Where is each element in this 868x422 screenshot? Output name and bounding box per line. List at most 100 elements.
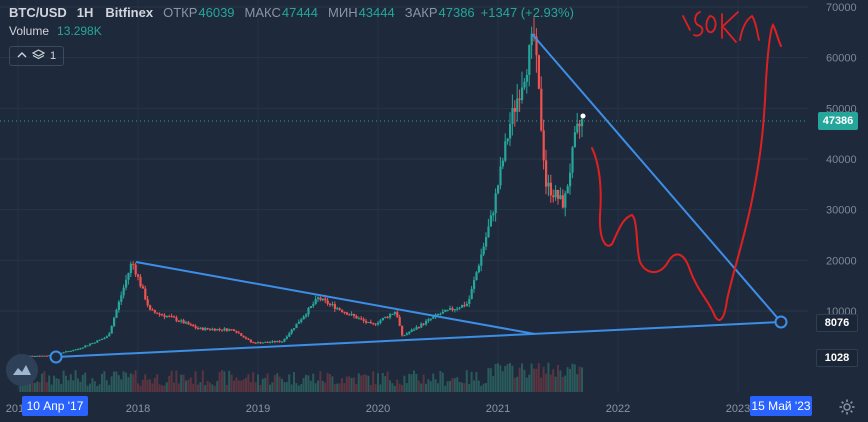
volume-bar xyxy=(264,378,267,392)
candle xyxy=(264,341,267,343)
volume-bar xyxy=(487,367,490,392)
volume-bar xyxy=(57,378,60,392)
candle xyxy=(269,341,272,344)
volume-bar xyxy=(465,370,468,392)
candle xyxy=(211,327,214,331)
candle xyxy=(355,314,358,319)
volume-bar xyxy=(173,382,175,392)
volume-bar xyxy=(182,374,185,392)
volume-bar xyxy=(72,380,75,392)
volume-bar xyxy=(26,382,29,392)
candle xyxy=(201,327,204,331)
candle xyxy=(581,115,584,138)
candle xyxy=(281,340,284,343)
tradingview-logo[interactable] xyxy=(6,354,38,386)
low-label: МИН xyxy=(328,4,358,20)
volume-bar xyxy=(158,384,161,392)
volume-bar xyxy=(413,370,415,392)
drawings[interactable] xyxy=(49,11,788,364)
candle xyxy=(446,309,449,312)
volume-bar xyxy=(444,385,447,392)
volume-bar xyxy=(345,376,348,392)
candle xyxy=(461,304,464,308)
candle xyxy=(357,316,360,320)
trendline-anchor-start[interactable] xyxy=(49,350,63,364)
volume-bar xyxy=(398,383,401,392)
candle xyxy=(278,340,281,343)
settings-gear-icon[interactable] xyxy=(838,398,856,416)
volume-bar xyxy=(134,370,137,392)
projection-scribble[interactable] xyxy=(591,23,782,322)
volume-bar xyxy=(151,383,154,392)
candle xyxy=(127,272,130,285)
volume-bar xyxy=(480,385,483,392)
candle xyxy=(38,355,41,357)
timeframe[interactable]: 1H xyxy=(76,4,94,20)
volume-bar xyxy=(381,372,384,392)
candle xyxy=(365,318,368,325)
candle xyxy=(513,100,516,127)
volume-bar xyxy=(245,377,247,392)
candle xyxy=(441,309,444,314)
volume-bar xyxy=(405,383,408,392)
volume-bar xyxy=(521,363,523,392)
volume-bar xyxy=(427,379,430,392)
candle xyxy=(93,342,96,344)
candle xyxy=(257,341,260,344)
candle xyxy=(492,210,495,222)
candle xyxy=(437,313,440,316)
peak-to-target-line[interactable] xyxy=(531,33,782,323)
volume-label[interactable]: Volume xyxy=(9,24,50,38)
candle xyxy=(547,174,550,197)
volume-bar xyxy=(74,370,77,392)
exchange-name: Bitfinex xyxy=(105,4,154,20)
symbol-name[interactable]: BTC/USD xyxy=(9,4,67,20)
y-tick-label: 20000 xyxy=(826,255,857,267)
time-scale[interactable]: 2017 2018 2019 2020 2021 2022 2023 xyxy=(0,392,868,422)
volume-bar xyxy=(379,384,382,392)
volume-bar xyxy=(276,373,279,392)
candle xyxy=(197,326,200,330)
candle xyxy=(96,340,99,343)
volume-value: 13.298K xyxy=(57,24,102,38)
studies-toggle-button[interactable]: 1 xyxy=(9,46,64,66)
volume-bar xyxy=(271,382,274,392)
candle xyxy=(74,349,77,351)
volume-bar xyxy=(55,378,58,392)
volume-bar xyxy=(163,385,166,392)
lower-trendline[interactable] xyxy=(55,321,782,358)
volume-bar xyxy=(288,374,291,392)
volume-bar xyxy=(165,382,168,392)
volume-bar xyxy=(415,373,418,392)
volume-bar xyxy=(576,374,579,392)
volume-bar xyxy=(393,385,396,392)
volume-bar xyxy=(189,377,192,392)
candle xyxy=(317,296,320,302)
volume-bar xyxy=(494,363,497,392)
candle xyxy=(540,76,543,132)
volume-bar xyxy=(377,373,379,392)
upper-falling-line[interactable] xyxy=(135,261,536,335)
volume-bar xyxy=(547,362,550,392)
volume-bar xyxy=(314,383,317,392)
close-label: ЗАКР xyxy=(404,4,438,20)
trendline-anchor-end[interactable] xyxy=(774,315,788,329)
volume-bar xyxy=(230,374,233,392)
candle xyxy=(151,307,154,311)
volume-bar xyxy=(252,372,255,392)
candle xyxy=(307,306,310,318)
candle xyxy=(408,331,411,335)
candle xyxy=(463,301,466,308)
studies-count: 1 xyxy=(49,50,57,62)
volume-bar xyxy=(449,380,451,392)
candle xyxy=(557,189,560,205)
candle xyxy=(341,309,344,313)
candle xyxy=(139,274,142,288)
candle xyxy=(564,190,567,217)
volume-bar xyxy=(463,383,466,392)
candle xyxy=(530,26,533,59)
candle xyxy=(396,309,399,319)
